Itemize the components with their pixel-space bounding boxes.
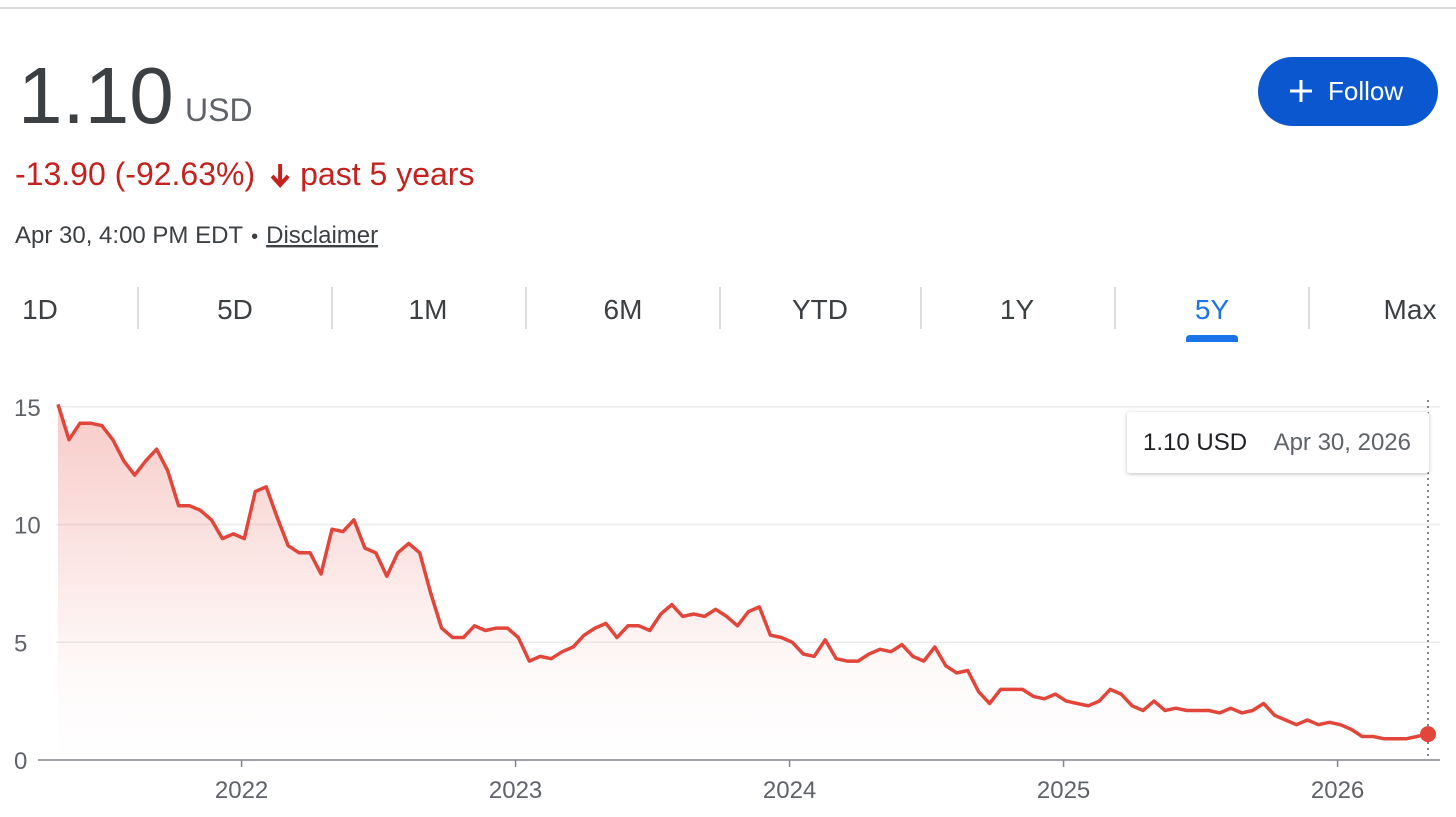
tab-label: 5Y: [1195, 294, 1230, 325]
tab-label: 1D: [22, 294, 58, 325]
range-tab[interactable]: 6M: [604, 294, 643, 325]
area-fill: [58, 404, 1428, 760]
price-chart: 0 5 10 15 2022 2023 2024 2025 2026 1.10 USD Apr 30…: [14, 395, 1440, 804]
down-arrow-icon: [270, 164, 290, 189]
price-change: -13.90 (-92.63%): [15, 156, 255, 192]
tab-label: 1Y: [1000, 294, 1035, 325]
tab-label: 6M: [604, 294, 643, 325]
tooltip: 1.10 USD Apr 30, 2026: [1127, 412, 1429, 473]
x-tick-label: 2022: [215, 777, 268, 804]
tooltip-value: 1.10 USD: [1143, 429, 1247, 456]
y-tick-label: 5: [14, 630, 27, 657]
range-tab[interactable]: 1D: [22, 294, 58, 325]
price: 1.10: [18, 51, 174, 140]
range-tab[interactable]: 1Y: [1000, 294, 1035, 325]
tab-label: YTD: [792, 294, 848, 325]
range-tab[interactable]: 1M: [409, 294, 448, 325]
plus-icon: [1290, 80, 1312, 102]
tooltip-date: Apr 30, 2026: [1274, 429, 1411, 456]
timestamp: Apr 30, 4:00 PM EDT: [15, 222, 243, 249]
change-period: past 5 years: [300, 156, 474, 192]
y-tick-label: 10: [14, 513, 41, 540]
range-tab[interactable]: YTD: [792, 294, 848, 325]
separator: •: [251, 226, 258, 248]
x-tick-label: 2026: [1311, 777, 1364, 804]
follow-button[interactable]: Follow: [1258, 57, 1438, 126]
x-tick-label: 2023: [489, 777, 542, 804]
disclaimer-link[interactable]: Disclaimer: [266, 222, 378, 249]
range-tab[interactable]: Max: [1384, 294, 1437, 325]
tab-label: Max: [1384, 294, 1437, 325]
tab-label: 5D: [217, 294, 253, 325]
y-tick-label: 15: [14, 395, 41, 422]
tab-indicator: [1186, 335, 1238, 342]
price-line: [56, 403, 1429, 741]
x-tick-label: 2025: [1037, 777, 1090, 804]
follow-button-bg: [1258, 57, 1438, 126]
currency: USD: [185, 92, 253, 128]
follow-label: Follow: [1328, 76, 1403, 106]
range-tab[interactable]: 5Y: [1186, 294, 1238, 342]
y-tick-label: 0: [14, 748, 27, 775]
tab-label: 1M: [409, 294, 448, 325]
x-tick-label: 2024: [763, 777, 816, 804]
range-tabs: 1D 5D 1M 6M YTD 1Y 5Y Max: [22, 287, 1436, 342]
range-tab[interactable]: 5D: [217, 294, 253, 325]
tooltip-box: [1127, 412, 1429, 473]
end-point: [1420, 726, 1436, 743]
